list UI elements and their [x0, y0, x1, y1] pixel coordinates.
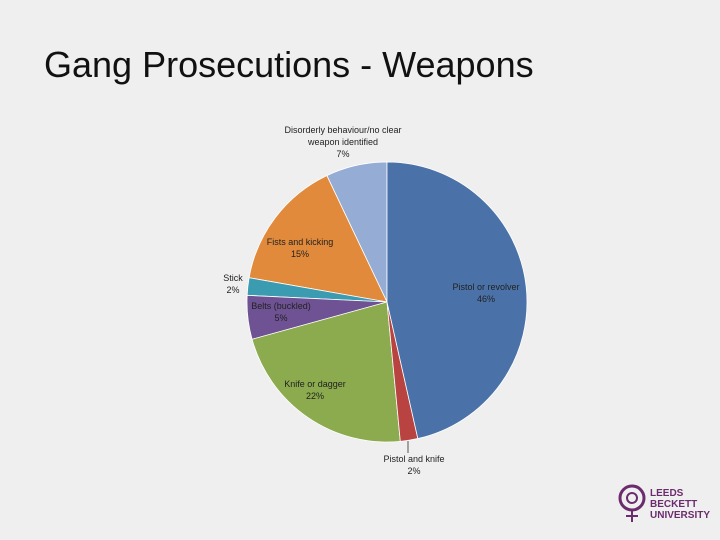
value-label: 2%	[407, 466, 421, 476]
value-label: 7%	[336, 149, 350, 159]
value-label: 22%	[305, 391, 324, 401]
value-label: 46%	[476, 294, 495, 304]
category-label: Fists and kicking	[266, 237, 334, 247]
logo-text: LEEDS BECKETT UNIVERSITY	[650, 488, 710, 521]
chart-title: Gang Prosecutions - Weapons	[44, 44, 534, 85]
data-label: Knife or dagger 22%	[275, 378, 355, 402]
category-label: Pistol and knife	[383, 454, 445, 464]
data-label: Pistol or revolver 46%	[446, 281, 526, 305]
logo-line: BECKETT	[650, 499, 698, 510]
category-label: Pistol or revolver	[452, 282, 520, 292]
pie-slice	[248, 175, 388, 303]
data-label: Pistol and knife 2%	[374, 453, 454, 477]
pie-slice	[386, 161, 528, 440]
pie-slice	[251, 301, 401, 443]
value-label: 5%	[274, 313, 288, 323]
logo-line: LEEDS	[650, 488, 684, 499]
category-label: Stick	[223, 273, 243, 283]
category-label: Disorderly behaviour/no clear weapon ide…	[284, 125, 402, 147]
data-label: Belts (buckled) 5%	[241, 300, 321, 324]
category-label: Belts (buckled)	[251, 301, 311, 311]
logo-icon	[618, 484, 646, 522]
data-label: Stick 2%	[213, 272, 253, 296]
data-label: Fists and kicking 15%	[260, 236, 340, 260]
data-label: Disorderly behaviour/no clear weapon ide…	[283, 124, 403, 160]
category-label: Knife or dagger	[284, 379, 346, 389]
value-label: 15%	[290, 249, 309, 259]
value-label: 2%	[226, 285, 240, 295]
logo-line: UNIVERSITY	[650, 510, 711, 521]
